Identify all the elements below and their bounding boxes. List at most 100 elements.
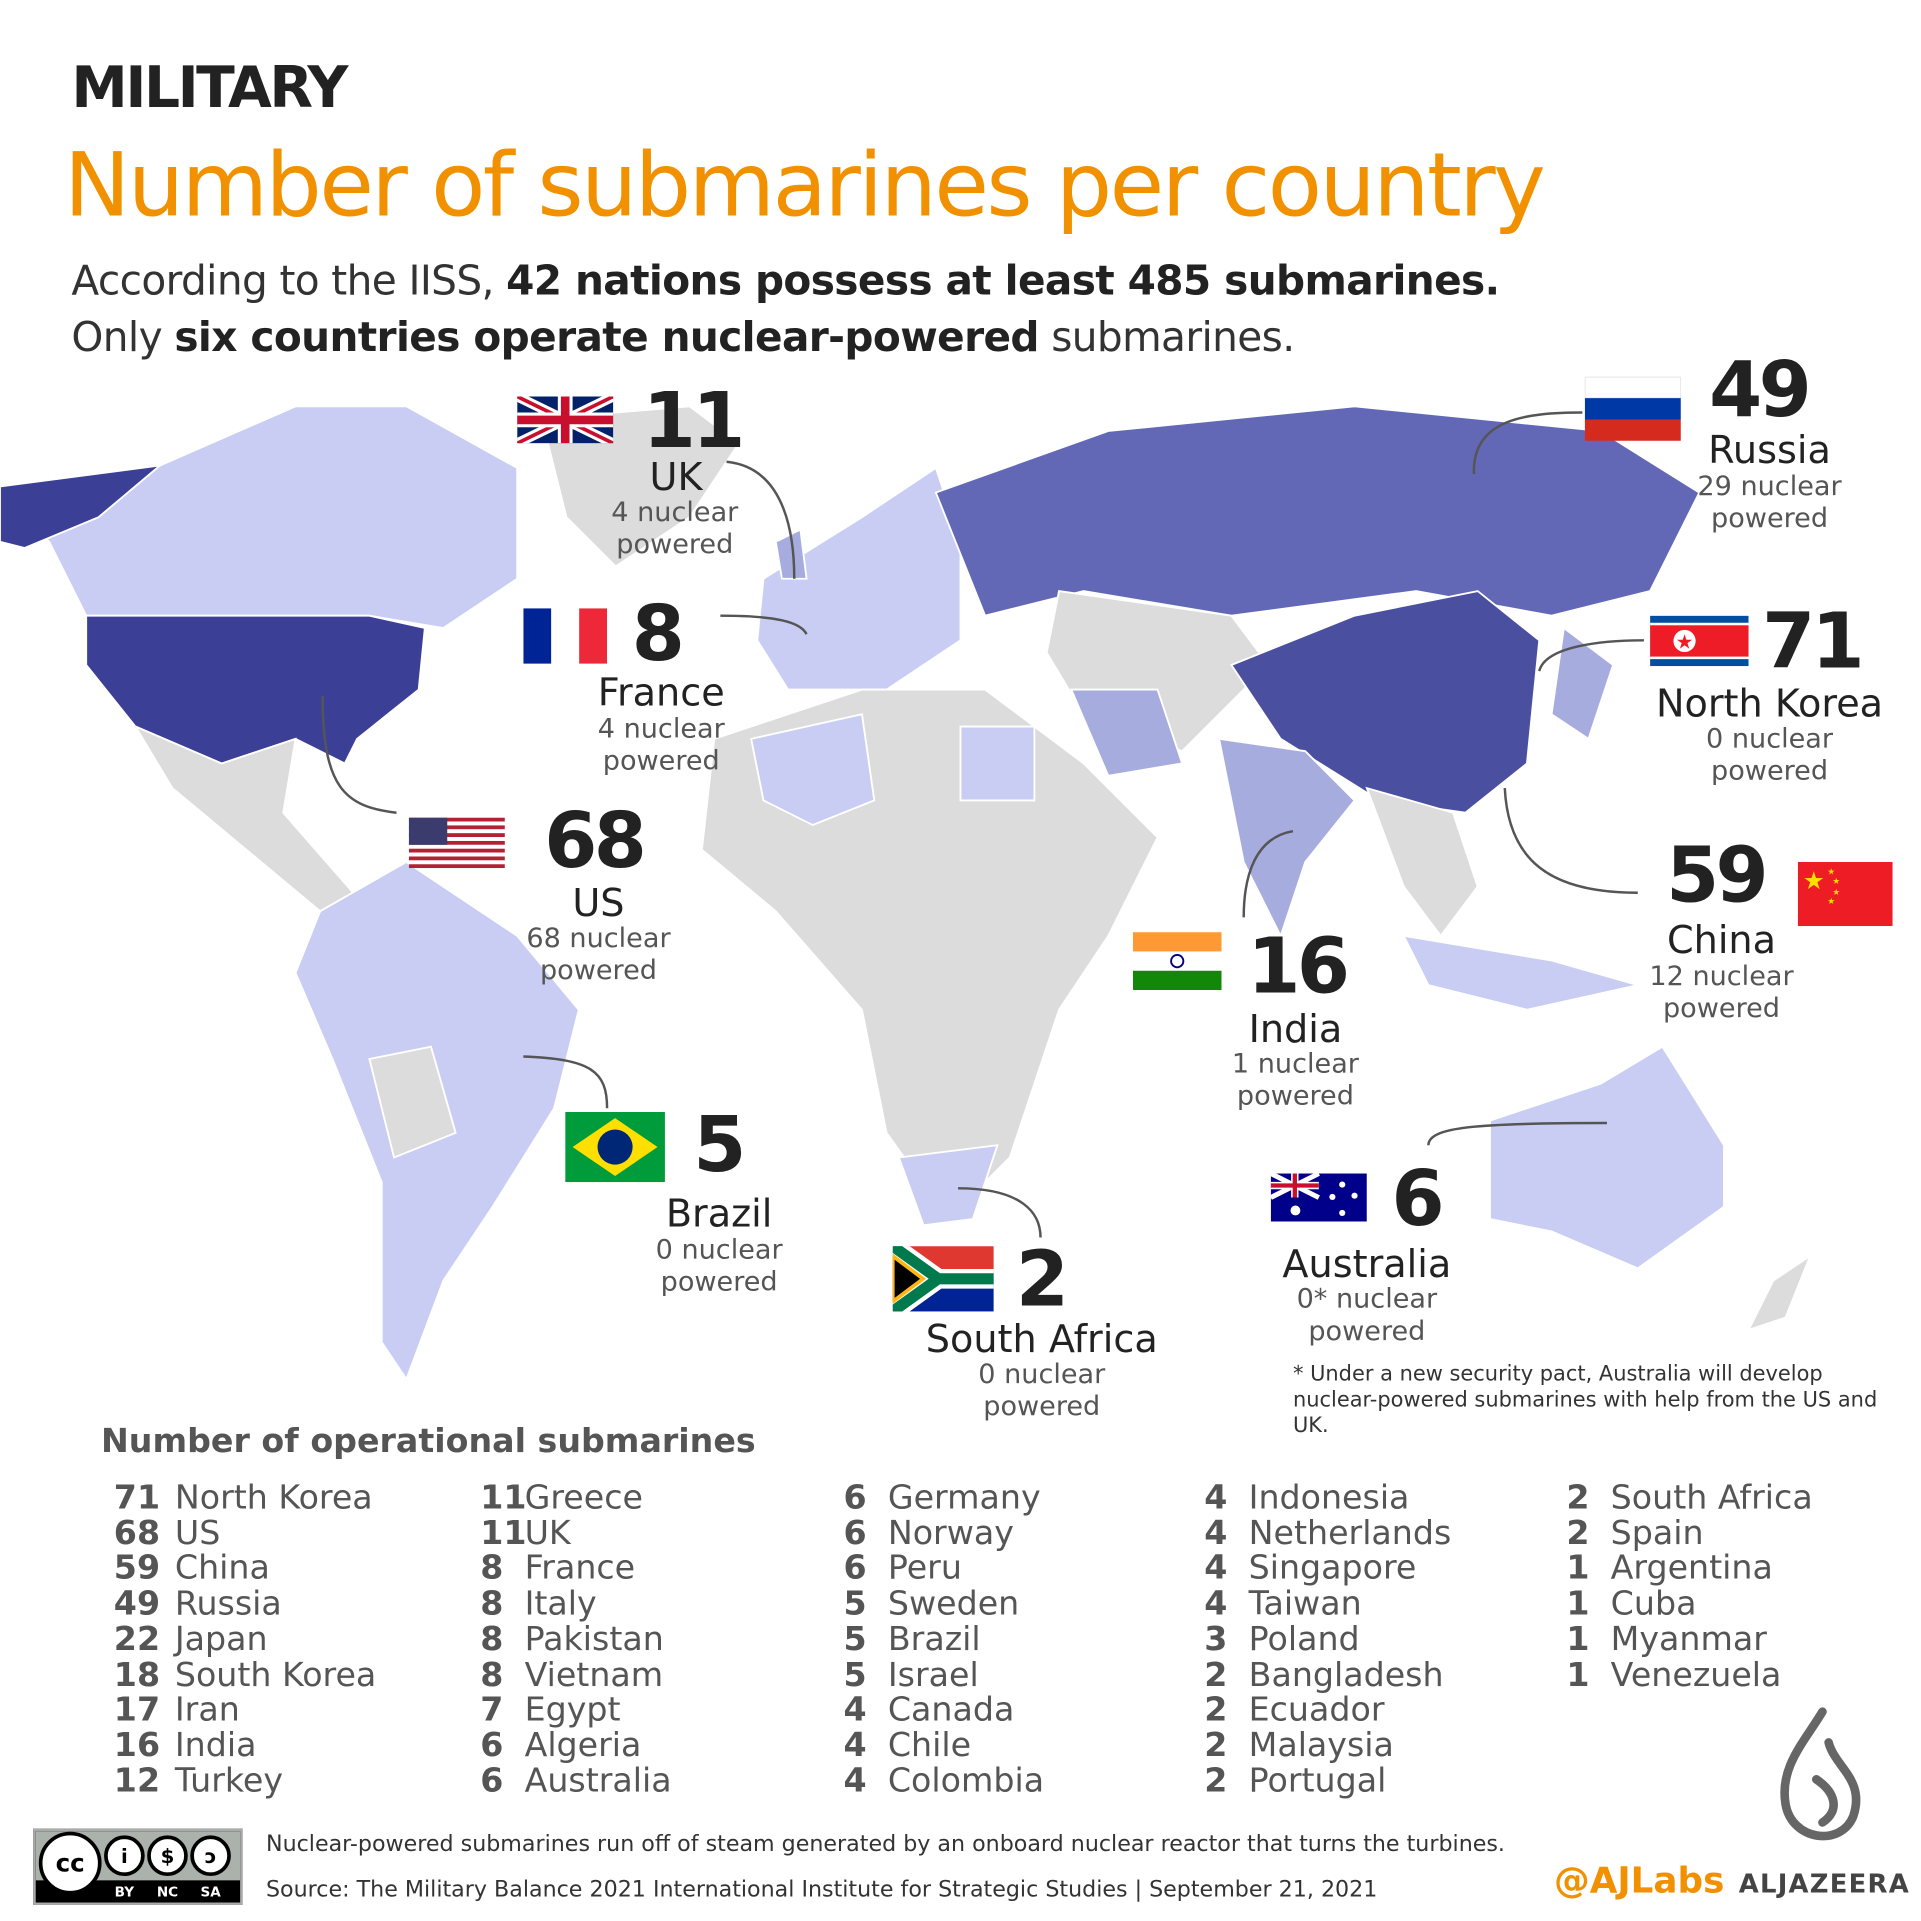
country-name: Canada	[887, 1690, 1015, 1730]
region-bolivia	[368, 1045, 457, 1159]
submarine-count: 4	[1204, 1514, 1228, 1553]
list-item: 71 North Korea	[111, 1478, 377, 1518]
submarine-count: 2	[1566, 1514, 1590, 1553]
flag-china-icon: ★ ★ ★ ★ ★	[1797, 861, 1893, 931]
india-total: 16	[1247, 921, 1350, 1011]
country-name: Indonesia	[1248, 1478, 1410, 1518]
subtitle-text: Only	[71, 312, 175, 361]
svg-text:★: ★	[1827, 867, 1835, 877]
list-column: 71 North Korea 68 US 59 China 49 Russia 22 Japan 1…	[111, 1478, 377, 1800]
country-name: Myanmar	[1610, 1620, 1767, 1659]
country-name: Portugal	[1248, 1761, 1387, 1800]
submarine-count: 1	[1566, 1620, 1590, 1659]
submarine-count: 6	[480, 1761, 504, 1800]
list-item: 4 Netherlands	[1204, 1514, 1451, 1553]
list-item: 6 Australia	[480, 1761, 671, 1800]
nuclear-count: 4 nuclear	[611, 497, 739, 529]
list-item: 4 Chile	[844, 1728, 1045, 1764]
list-item: 1 Venezuela	[1566, 1655, 1812, 1694]
australia-nuclear-count: 0* nuclear powered	[1297, 1284, 1438, 1348]
country-name: Egypt	[524, 1690, 621, 1730]
country-name: Japan	[174, 1620, 268, 1659]
country-name: Turkey	[174, 1761, 284, 1800]
country-name: Venezuela	[1610, 1655, 1782, 1694]
france-nuclear-count: 4 nuclear powered	[598, 714, 725, 778]
list-item: 12 Turkey	[111, 1761, 377, 1800]
flag-france-icon	[523, 608, 608, 668]
brazil-name: Brazil	[665, 1191, 773, 1237]
country-name: India	[174, 1726, 257, 1765]
list-item: 5 Israel	[844, 1655, 1045, 1694]
submarine-count: 1	[1566, 1655, 1590, 1694]
region-uk	[774, 528, 808, 580]
list-item: 5 Sweden	[844, 1586, 1045, 1622]
country-name: US	[174, 1514, 221, 1553]
australia-footnote: * Under a new security pact, Australia w…	[1292, 1361, 1878, 1439]
country-name: France	[524, 1549, 636, 1588]
north-korea-total: 71	[1762, 595, 1865, 686]
country-name: Pakistan	[524, 1620, 664, 1659]
region-japan	[1550, 626, 1615, 741]
list-item: 3 Poland	[1204, 1622, 1451, 1658]
list-item: 2 Ecuador	[1204, 1692, 1451, 1728]
nuclear-count: 0 nuclear	[978, 1359, 1106, 1391]
license-nc: NC	[157, 1884, 178, 1900]
submarine-count: 11	[480, 1514, 527, 1553]
submarine-count: 1	[1566, 1549, 1590, 1588]
submarine-count: 4	[1204, 1584, 1228, 1624]
svg-text:$: $	[161, 1845, 175, 1868]
svg-text:★: ★	[1803, 866, 1825, 895]
india-name: India	[1248, 1007, 1343, 1052]
nuclear-suffix: powered	[1236, 1081, 1354, 1112]
region-algeria	[750, 713, 876, 827]
list-item: 68 US	[111, 1514, 377, 1553]
us-name: US	[572, 881, 625, 927]
svg-text:★: ★	[1832, 888, 1840, 898]
australia-total: 6	[1391, 1153, 1444, 1244]
submarine-count: 2	[1204, 1761, 1228, 1800]
list-item: 17 Iran	[111, 1692, 377, 1728]
country-name: Spain	[1610, 1514, 1704, 1553]
submarine-count: 6	[843, 1549, 867, 1588]
ajlabs-handle: @AJLabs	[1554, 1859, 1725, 1902]
region-greenland	[540, 405, 741, 568]
submarine-count: 4	[1204, 1478, 1228, 1518]
list-heading: Number of operational submarines	[100, 1422, 756, 1461]
china-nuclear-count: 12 nuclear powered	[1649, 962, 1793, 1026]
list-item: 16 India	[111, 1726, 377, 1765]
flag-australia-icon	[1269, 1171, 1367, 1227]
submarine-count: 71	[113, 1478, 161, 1518]
uk-total: 11	[642, 375, 746, 466]
country-name: Israel	[887, 1655, 979, 1694]
region-iran	[1069, 688, 1184, 777]
us-total: 68	[544, 795, 647, 886]
list-item: 18 South Korea	[111, 1657, 377, 1693]
country-name: Colombia	[887, 1761, 1045, 1800]
submarine-count: 8	[480, 1655, 504, 1694]
creative-commons-badge: cc i $ ↄ BY NC SA	[33, 1828, 243, 1905]
list-column: 6 Germany 6 Norway 6 Peru 5 Sweden 5 Brazil 5 Israe…	[843, 1480, 1045, 1800]
flag-us-icon	[408, 817, 505, 873]
north-korea-nuclear-count: 0 nuclear powered	[1706, 724, 1833, 788]
list-item: 8 Vietnam	[480, 1655, 671, 1694]
license-sa: SA	[200, 1884, 221, 1900]
region-indonesia	[1402, 934, 1639, 1011]
india-nuclear-count: 1 nuclear powered	[1232, 1049, 1359, 1113]
country-name: Bangladesh	[1248, 1655, 1444, 1694]
list-item: 5 Brazil	[844, 1622, 1045, 1658]
list-item: 6 Germany	[844, 1480, 1045, 1516]
submarine-count: 2	[1204, 1655, 1228, 1694]
country-name: Argentina	[1610, 1549, 1773, 1588]
list-item: 7 Egypt	[480, 1690, 671, 1730]
aljazeera-logo-icon	[1780, 1707, 1861, 1841]
source-line: Source: The Military Balance 2021 Intern…	[265, 1876, 1378, 1903]
region-alaska	[0, 464, 164, 549]
france-total: 8	[631, 588, 685, 679]
list-item: 4 Indonesia	[1204, 1478, 1451, 1518]
submarine-count: 8	[480, 1620, 504, 1659]
nuclear-count: 4 nuclear	[597, 714, 725, 745]
nuclear-suffix: powered	[1662, 993, 1780, 1025]
region-egypt	[959, 725, 1036, 802]
region-india	[1217, 737, 1356, 939]
submarine-count: 6	[843, 1514, 867, 1553]
